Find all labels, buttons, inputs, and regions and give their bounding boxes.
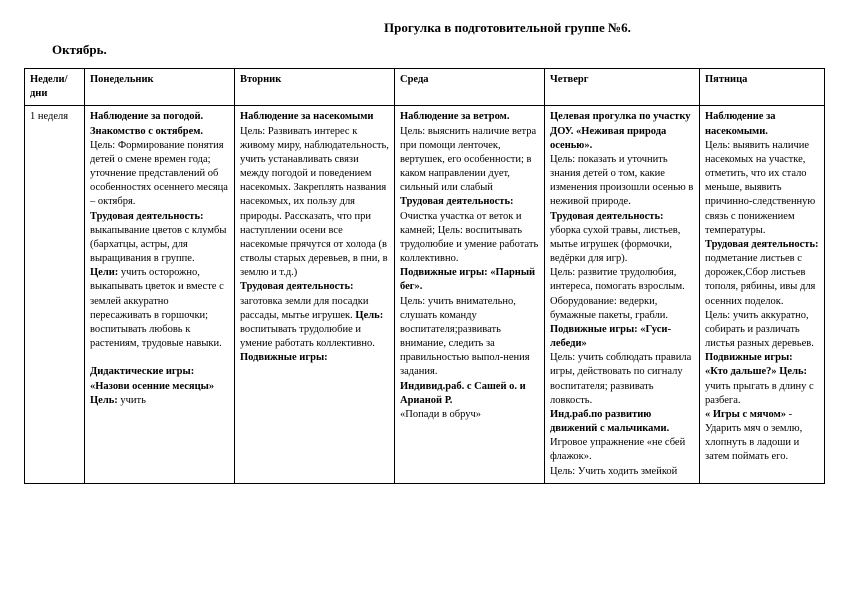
wed-text2: Очистка участка от веток и камней; Цель:…: [400, 211, 538, 265]
table-header-row: Недели/ дни Понедельник Вторник Среда Че…: [25, 69, 825, 106]
mon-title3: Цели:: [90, 267, 118, 278]
thu-title2: Трудовая деятельность:: [550, 211, 664, 222]
fri-text2: подметание листьев с дорожек,Сбор листье…: [705, 253, 815, 307]
wed-title1: Наблюдение за ветром.: [400, 111, 509, 122]
wed-text1: Цель: выяснить наличие ветра при помощи …: [400, 126, 536, 194]
tue-title4: Подвижные игры:: [240, 352, 328, 363]
wed-title3: Подвижные игры: «Парный бег».: [400, 267, 535, 292]
col-week: Недели/ дни: [25, 69, 85, 106]
col-tue: Вторник: [235, 69, 395, 106]
mon-text4: учить: [120, 395, 146, 406]
wed-text3: Цель: учить внимательно, слушать команду…: [400, 296, 530, 378]
fri-text1: Цель: выявить наличие насекомых на участ…: [705, 140, 815, 236]
thu-text5: Цель: Учить ходить змейкой: [550, 466, 677, 477]
wed-title4: Индивид.раб. с Сашей о. и Арианой Р.: [400, 381, 526, 406]
fri-title3: Подвижные игры:: [705, 352, 793, 363]
fri-title3b: «Кто дальше?» Цель:: [705, 366, 807, 377]
tue-text1: Цель: Развивать интерес к живому миру, н…: [240, 126, 389, 279]
mon-text1: Цель: Формирование понятия детей о смене…: [90, 140, 228, 208]
mon-text2: выкапывание цветов с клумбы (бархатцы, а…: [90, 225, 226, 264]
table-row: 1 неделя Наблюдение за погодой. Знакомст…: [25, 106, 825, 483]
cell-mon: Наблюдение за погодой. Знакомство с октя…: [85, 106, 235, 483]
thu-text2b: Цель: развитие трудолюбия, интереса, пом…: [550, 267, 685, 292]
thu-title1: Целевая прогулка по участку ДОУ. «Нежива…: [550, 111, 690, 150]
schedule-table: Недели/ дни Понедельник Вторник Среда Че…: [24, 68, 825, 484]
cell-thu: Целевая прогулка по участку ДОУ. «Нежива…: [545, 106, 700, 483]
col-wed: Среда: [395, 69, 545, 106]
fri-title2: Трудовая деятельность:: [705, 239, 819, 250]
col-mon: Понедельник: [85, 69, 235, 106]
fri-title4: « Игры с мячом»: [705, 409, 789, 420]
cell-wed: Наблюдение за ветром. Цель: выяснить нал…: [395, 106, 545, 483]
mon-title4: Дидактические игры: «Назови осенние меся…: [90, 366, 214, 405]
tue-title3: Цель:: [355, 310, 383, 321]
cell-tue: Наблюдение за насекомыми Цель: Развивать…: [235, 106, 395, 483]
cell-fri: Наблюдение за насекомыми. Цель: выявить …: [700, 106, 825, 483]
mon-text3: учить осторожно, выкапывать цветок и вме…: [90, 267, 224, 349]
thu-text2c: Оборудование: ведерки, бумажные пакеты, …: [550, 296, 668, 321]
thu-title4: Инд.раб.по развитию движений с мальчикам…: [550, 409, 669, 434]
tue-title2: Трудовая деятельность:: [240, 281, 354, 292]
mon-title2: Трудовая деятельность:: [90, 211, 204, 222]
thu-text1: Цель: показать и уточнить знания детей о…: [550, 154, 693, 208]
thu-text4: Игровое упражнение «не сбей флажок».: [550, 437, 685, 462]
col-thu: Четверг: [545, 69, 700, 106]
week-label: 1 неделя: [25, 106, 85, 483]
fri-title1: Наблюдение за насекомыми.: [705, 111, 776, 136]
mon-title1: Наблюдение за погодой. Знакомство с октя…: [90, 111, 203, 136]
page-month: Октябрь.: [52, 42, 818, 58]
thu-text2: уборка сухой травы, листьев, мытье игруш…: [550, 225, 680, 264]
page-title: Прогулка в подготовительной группе №6.: [384, 20, 631, 36]
wed-text4: «Попади в обруч»: [400, 409, 481, 420]
fri-text2b: Цель: учить аккуратно, собирать и различ…: [705, 310, 814, 349]
tue-text2: заготовка земли для посадки рассады, мыт…: [240, 296, 368, 321]
col-fri: Пятница: [700, 69, 825, 106]
wed-title2: Трудовая деятельность:: [400, 196, 514, 207]
fri-text3: учить прыгать в длину с разбега.: [705, 381, 814, 406]
thu-title3: Подвижные игры: «Гуси-лебеди»: [550, 324, 671, 349]
tue-text3: воспитывать трудолюбие и умение работать…: [240, 324, 375, 349]
thu-text3: Цель: учить соблюдать правила игры, дейс…: [550, 352, 691, 406]
tue-title1: Наблюдение за насекомыми: [240, 111, 373, 122]
